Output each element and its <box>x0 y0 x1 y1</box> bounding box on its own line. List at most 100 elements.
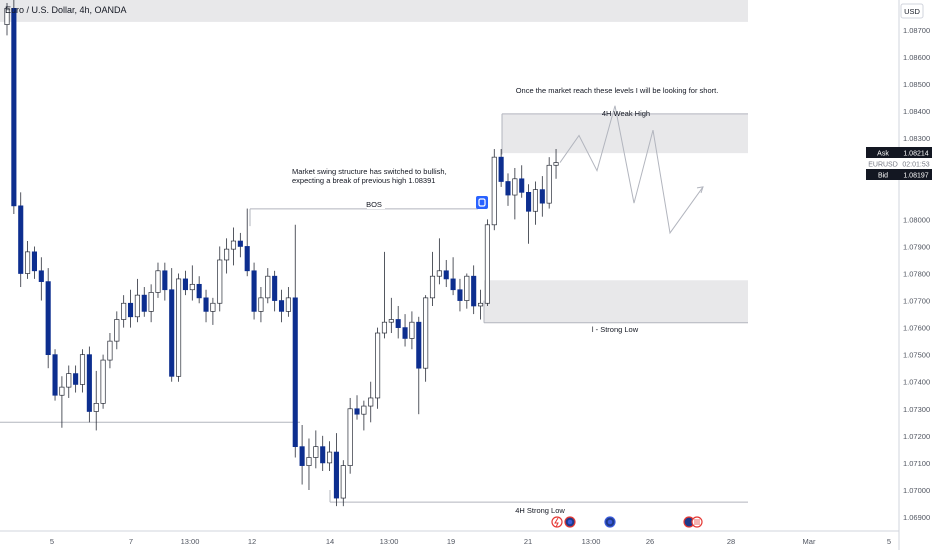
price-tick-label: 1.07300 <box>903 405 930 414</box>
candle <box>11 0 17 214</box>
time-tick-label: 5 <box>50 537 54 546</box>
candle <box>512 167 518 220</box>
candle <box>169 268 175 382</box>
candle <box>505 173 511 206</box>
candle <box>429 251 436 306</box>
price-tick-label: 1.08500 <box>903 80 930 89</box>
candle <box>73 365 79 393</box>
price-tick-label: 1.07600 <box>903 324 930 333</box>
candle <box>278 289 285 323</box>
countdown-label: 02:01:53 <box>902 162 929 169</box>
candle <box>436 238 442 285</box>
candle <box>182 270 188 296</box>
bos-marker-icon[interactable] <box>476 196 488 209</box>
event-flag-icon-3[interactable] <box>683 516 703 528</box>
candle <box>121 295 127 328</box>
time-tick-label: 13:00 <box>181 537 200 546</box>
event-flag-icon-2[interactable] <box>604 516 616 528</box>
price-tick-label: 1.08600 <box>903 53 930 62</box>
note-structure-line1: Market swing structure has switched to b… <box>292 167 447 176</box>
candle <box>114 311 120 350</box>
time-tick-label: 14 <box>326 537 334 546</box>
candle <box>4 2 10 36</box>
candle <box>423 295 429 382</box>
ask-label: Ask <box>877 151 889 158</box>
bos-label: BOS <box>366 200 382 209</box>
candle <box>333 433 339 507</box>
time-tick-label: 19 <box>447 537 455 546</box>
candle <box>395 305 401 339</box>
candle <box>526 184 532 244</box>
candle <box>244 208 250 277</box>
candle <box>519 165 525 198</box>
candle <box>381 251 388 339</box>
candle <box>491 149 497 231</box>
candle <box>45 268 51 369</box>
symbol-label: EURUSD <box>868 162 898 169</box>
candle <box>66 365 72 398</box>
time-tick-label: Mar <box>803 537 816 546</box>
candle <box>457 278 463 312</box>
zone-2 <box>484 280 748 323</box>
candle <box>464 273 470 309</box>
candle <box>224 238 230 274</box>
time-tick-label: 13:00 <box>582 537 601 546</box>
candle <box>107 333 113 369</box>
candle <box>498 149 504 187</box>
price-tick-label: 1.07000 <box>903 486 930 495</box>
projection-layer <box>559 105 704 235</box>
price-tick-label: 1.07700 <box>903 297 930 306</box>
candle <box>59 376 65 428</box>
ask-tag: Ask 1.08214 <box>866 147 932 158</box>
candle <box>416 316 422 415</box>
candle <box>162 262 168 301</box>
time-axis[interactable]: 5 7 13:00 12 14 13:00 19 21 13:00 26 28 Mar 5 <box>50 537 891 546</box>
candle <box>100 354 106 409</box>
currency-box[interactable] <box>900 3 924 19</box>
candle <box>443 259 449 288</box>
candle <box>31 246 38 279</box>
candle <box>285 287 291 317</box>
candle <box>148 284 154 323</box>
candle <box>127 289 134 328</box>
event-flash-icon[interactable] <box>551 516 563 528</box>
candle <box>375 327 381 409</box>
candle <box>210 297 216 325</box>
candle <box>327 441 333 472</box>
price-tick-label: 1.07200 <box>903 432 930 441</box>
candle <box>217 246 223 312</box>
candle <box>354 395 360 420</box>
candle <box>189 265 195 301</box>
candle <box>539 176 545 217</box>
time-tick-label: 28 <box>727 537 735 546</box>
price-tick-label: 1.07400 <box>903 378 930 387</box>
candle <box>265 268 271 304</box>
candle <box>18 192 24 288</box>
time-tick-label: 5 <box>887 537 891 546</box>
symbol-title: Euro / U.S. Dollar, 4h, OANDA <box>5 5 127 15</box>
candle <box>93 370 99 431</box>
price-tick-label: 1.07900 <box>903 242 930 251</box>
price-tick-label: 1.07800 <box>903 270 930 279</box>
candle-layer <box>4 0 559 507</box>
event-flag-icon[interactable] <box>564 516 576 528</box>
candle <box>272 270 278 312</box>
level-layer <box>0 113 748 503</box>
projection-path <box>559 105 704 235</box>
candle <box>52 349 58 401</box>
time-tick-label: 7 <box>129 537 133 546</box>
strong-low-4h-label: 4H Strong Low <box>515 506 565 515</box>
note-structure-line2: expecting a break of previous high 1.083… <box>292 176 435 185</box>
candle <box>306 438 312 490</box>
candle <box>141 287 147 317</box>
candle <box>79 349 86 393</box>
price-tick-label: 1.07100 <box>903 459 930 468</box>
symbol-tag: EURUSD 02:01:53 <box>866 158 932 169</box>
candle <box>292 224 298 458</box>
price-tick-label: 1.08300 <box>903 134 930 143</box>
currency-label: USD <box>904 7 920 16</box>
bid-tag: Bid 1.08197 <box>866 169 932 180</box>
price-axis[interactable]: 1.08700 1.08600 1.08500 1.08400 1.08300 1.082… <box>903 26 930 522</box>
note-short-text: Once the market reach these levels I wil… <box>516 86 719 95</box>
